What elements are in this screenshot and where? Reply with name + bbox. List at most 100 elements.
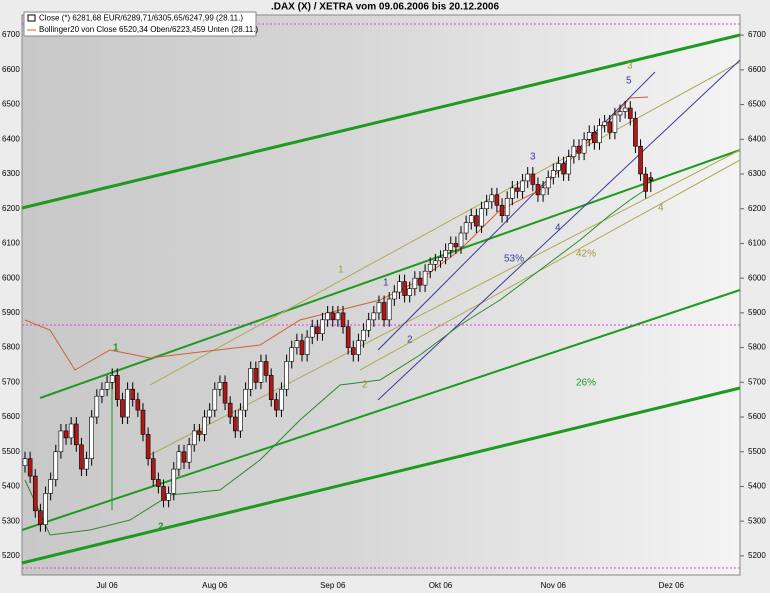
candle-body [545,177,551,189]
candle-body [89,416,94,459]
candle-body [294,340,300,348]
candle-body [325,312,330,321]
candle-body [525,173,530,182]
annotation: 42% [576,249,596,260]
annotation: 5 [626,76,632,87]
candle-body [309,326,315,338]
y-tick-label: 6100 [2,239,20,248]
y-tick-label: 5900 [2,308,20,317]
candle-body [222,382,228,404]
candle-body [556,163,561,171]
candle-body [94,395,100,418]
y-tick-label: 6600 [2,65,20,74]
candle-body [171,468,177,494]
candle-body [140,409,146,435]
candle-body [212,388,218,411]
candle-body [407,288,413,296]
y-tick-label: 5200 [748,551,766,560]
candle-body [592,132,597,144]
candle-body [135,399,141,411]
candle-body [274,399,279,411]
candle-body [330,312,336,321]
x-tick-label: Aug 06 [202,581,228,590]
trend-line [39,149,741,399]
y-tick-label: 5700 [748,377,766,386]
candle-body [73,423,79,446]
y-tick-label: 6000 [748,273,766,282]
y-tick-label: 5500 [748,447,766,456]
candle-body [43,493,48,525]
legend-label: Close (*) 6281,68 EUR/6289,71/6305,65/62… [39,14,243,23]
candle-body [27,458,33,477]
annotation: 4 [658,203,664,214]
candle-body [361,329,366,341]
annotation: 1 [338,265,344,276]
candle-body [530,173,536,185]
candle-body [356,340,361,355]
candle-body [197,430,202,435]
candle-body [617,111,623,116]
candle-body [602,121,607,126]
candle-body [515,187,520,192]
candle-body [315,326,320,335]
candle-body [566,156,572,175]
candle-body [468,215,474,223]
y-tick-label: 6200 [748,204,766,213]
candle-body [32,475,38,512]
legend: Close (*) 6281,68 EUR/6289,71/6305,65/62… [23,11,258,37]
chart-title: .DAX (X) / XETRA vom 09.06.2006 bis 20.1… [271,2,500,13]
bollinger-lower [24,187,649,536]
candle-body [186,444,192,463]
candle-body [366,319,371,331]
candle-body [638,145,643,175]
candle-body [443,250,448,258]
candle-body [350,347,356,355]
y-tick-label: 6300 [748,169,766,178]
annotation: 3 [627,61,633,72]
candle-body [243,388,248,411]
y-tick-label: 5400 [748,482,766,491]
candle-body [150,458,156,480]
candle-body [597,125,602,144]
candle-body [392,291,397,300]
candle-body [335,312,341,321]
candle-body [381,302,387,321]
candles [22,101,654,532]
x-tick-label: Dez 06 [659,581,685,590]
candle-body [191,430,197,446]
candle-body [109,375,115,383]
annotation: 2 [158,522,164,533]
candle-body [520,180,525,192]
candle-body [130,388,136,400]
candle-body [540,187,546,196]
y-tick-label: 5700 [2,377,20,386]
candle-body [207,409,212,418]
candle-body [284,361,289,390]
trend-line [149,149,741,456]
candle-body [68,423,74,439]
candle-body [345,326,351,348]
x-tick-label: Nov 06 [541,581,567,590]
x-tick-label: Sep 06 [320,581,346,590]
candle-body [463,222,469,234]
candle-body [161,486,166,501]
candle-body [53,451,59,480]
candle-body [402,281,407,296]
y-tick-label: 6000 [2,273,20,282]
trend-line [21,386,741,565]
y-tick-label: 6700 [748,30,766,39]
trend-line [359,159,741,371]
candle-body [474,215,479,227]
candle-body [258,361,264,383]
candle-body [84,458,89,470]
candle-body [535,184,541,196]
candle-body [125,388,130,418]
y-tick-label: 5500 [2,447,20,456]
y-tick-label: 6300 [2,169,20,178]
annotation: 1 [383,278,389,289]
candle-body [581,138,587,154]
candle-body [156,479,161,487]
y-tick-label: 5300 [748,516,766,525]
plot-area [21,14,741,576]
legend-box [23,11,257,37]
